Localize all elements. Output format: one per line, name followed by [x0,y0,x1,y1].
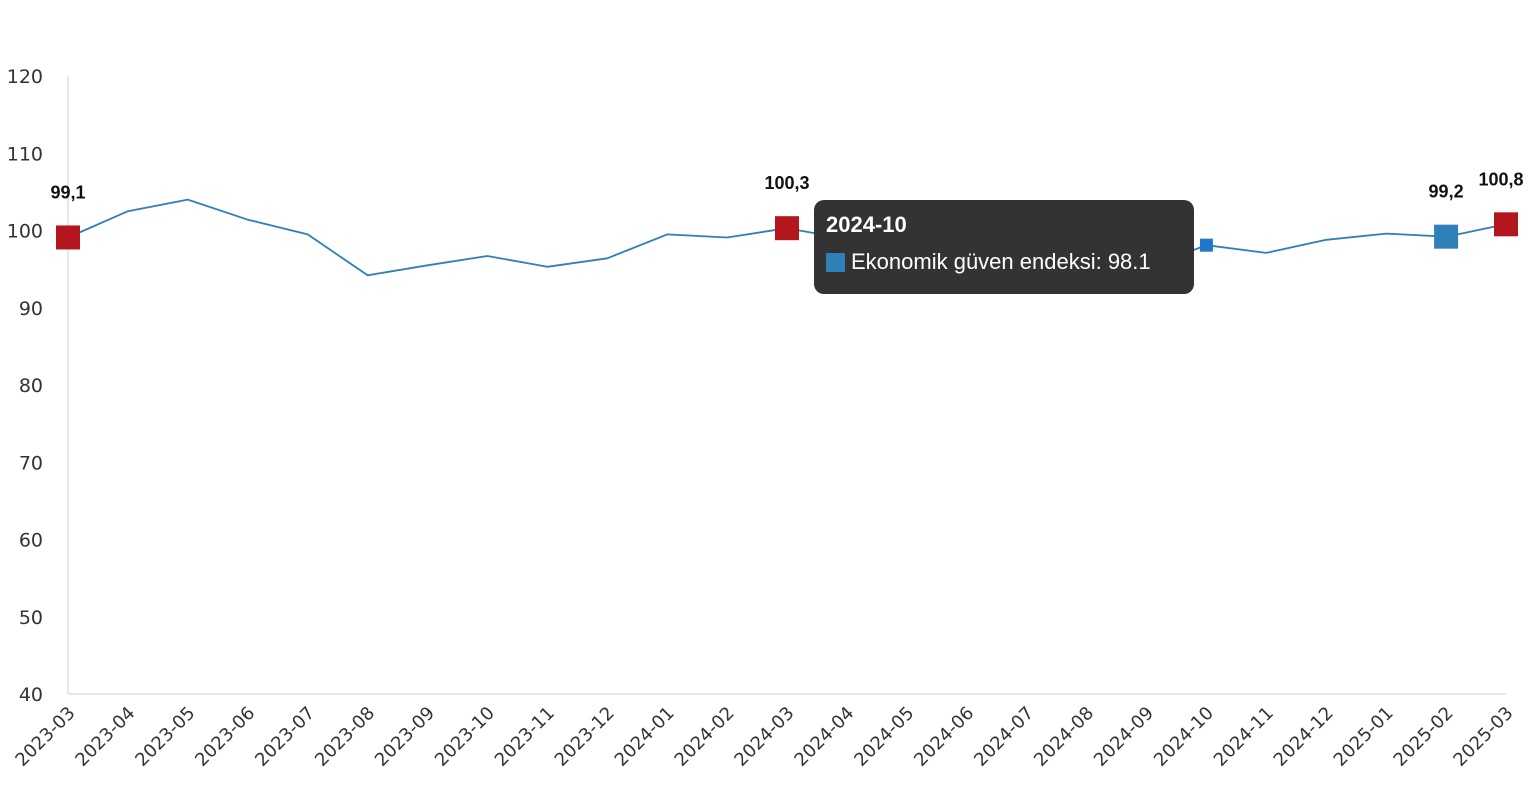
x-tick-label: 2023-08 [311,703,379,771]
data-label: 99,1 [50,182,85,202]
y-tick-label: 70 [19,452,43,474]
x-tick-label: 2025-03 [1449,703,1517,771]
data-point-marker[interactable] [1494,212,1518,237]
tooltip-series-swatch [826,252,845,272]
x-tick-label: 2024-09 [1090,703,1158,771]
x-tick-label: 2024-06 [910,703,978,771]
y-tick-label: 90 [19,298,43,320]
x-tick-label: 2023-04 [71,703,139,771]
x-tick-label: 2024-04 [790,703,858,771]
tooltip-series-value: Ekonomik güven endeksi: 98.1 [851,249,1151,274]
data-point-marker[interactable] [775,216,799,241]
y-tick-label: 50 [19,607,43,629]
x-tick-label: 2024-03 [730,703,798,771]
data-point-marker[interactable] [1434,224,1459,249]
x-tick-label: 2024-05 [850,703,918,771]
data-point-marker[interactable] [56,225,80,250]
y-tick-label: 40 [19,684,43,706]
y-tick-label: 100 [7,221,43,243]
x-tick-label: 2023-12 [551,703,619,771]
x-tick-label: 2023-09 [371,703,439,771]
tooltip: 2024-10 Ekonomik güven endeksi: 98.1 [814,200,1194,294]
y-tick-label: 110 [7,143,43,165]
x-tick-label: 2025-01 [1330,703,1398,771]
x-tick-label: 2023-11 [491,703,559,771]
hover-point-marker[interactable] [1199,238,1213,252]
marker-layer[interactable] [56,212,1518,252]
data-label: 99,2 [1429,182,1464,202]
y-axis-ticks: 40 50 60 70 80 90 100 110 120 [7,66,43,706]
data-label: 100,8 [1478,169,1523,189]
x-tick-label: 2024-11 [1210,703,1278,771]
x-tick-label: 2023-05 [131,703,199,771]
x-tick-label: 2024-10 [1150,703,1218,771]
x-tick-label: 2024-12 [1270,703,1338,771]
y-tick-label: 60 [19,530,43,552]
tooltip-row: Ekonomik güven endeksi: 98.1 [826,248,1182,276]
axes [67,76,1506,695]
x-tick-label: 2024-07 [970,703,1038,771]
y-tick-label: 120 [7,66,43,88]
data-label: 100,3 [764,173,809,193]
x-tick-label: 2023-10 [431,703,499,771]
x-tick-label: 2024-02 [671,703,739,771]
x-tick-label: 2023-07 [251,703,319,771]
series-layer [67,198,1507,286]
x-tick-label: 2024-01 [611,703,679,771]
tooltip-title: 2024-10 [826,212,907,237]
y-tick-label: 80 [19,375,43,397]
x-tick-label: 2024-08 [1030,703,1098,771]
x-tick-label: 2023-06 [191,703,259,771]
x-tick-label: 2025-02 [1390,703,1458,771]
series-line [67,198,1507,286]
data-label-layer: 99,1 100,3 99,2 100,8 [50,169,1523,202]
x-axis-ticks: 2023-032023-042023-052023-062023-072023-… [11,703,1517,771]
x-tick-label: 2023-03 [11,703,79,771]
